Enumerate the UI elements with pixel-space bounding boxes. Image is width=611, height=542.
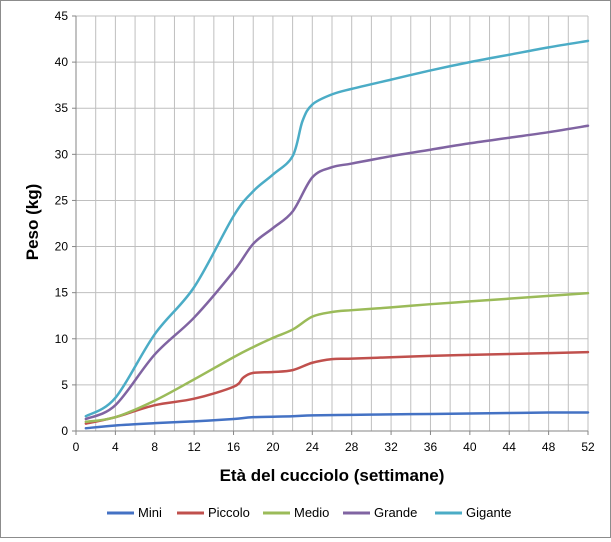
x-tick-label: 24 xyxy=(306,440,320,454)
y-tick-label: 35 xyxy=(55,101,69,115)
legend-label: Gigante xyxy=(466,505,512,520)
y-tick-label: 30 xyxy=(55,147,69,161)
series-lines xyxy=(84,39,590,430)
x-tick-labels: 0 4 8 12 16 20 24 28 32 36 40 44 48 52 xyxy=(73,440,595,454)
x-tick-label: 40 xyxy=(463,440,477,454)
x-tick-label: 12 xyxy=(187,440,201,454)
y-tick-label: 0 xyxy=(61,424,68,438)
legend-label: Grande xyxy=(374,505,417,520)
x-tick-label: 4 xyxy=(112,440,119,454)
series-line-piccolo xyxy=(84,350,590,425)
y-tick-label: 45 xyxy=(55,9,69,23)
series-line-grande xyxy=(84,124,590,421)
y-tick-label: 5 xyxy=(61,378,68,392)
x-tick-label: 48 xyxy=(542,440,556,454)
axes xyxy=(72,15,589,435)
y-tick-labels: 0 5 10 15 20 25 30 35 40 45 xyxy=(55,9,69,438)
legend-item-piccolo: Piccolo xyxy=(177,505,250,520)
x-tick-label: 28 xyxy=(345,440,359,454)
x-tick-label: 16 xyxy=(227,440,241,454)
x-tick-label: 36 xyxy=(424,440,438,454)
x-tick-label: 32 xyxy=(384,440,398,454)
series-line-medio xyxy=(84,291,590,424)
series-line-gigante xyxy=(84,39,590,418)
legend-item-grande: Grande xyxy=(343,505,417,520)
x-tick-label: 52 xyxy=(581,440,595,454)
x-tick-label: 0 xyxy=(73,440,80,454)
legend-label: Mini xyxy=(138,505,162,520)
y-axis-title: Peso (kg) xyxy=(23,184,42,261)
legend-item-mini: Mini xyxy=(107,505,162,520)
x-tick-label: 20 xyxy=(266,440,280,454)
series-line-mini xyxy=(84,411,590,430)
x-tick-label: 8 xyxy=(151,440,158,454)
x-tick-label: 44 xyxy=(503,440,517,454)
y-tick-label: 25 xyxy=(55,193,69,207)
y-tick-label: 40 xyxy=(55,55,69,69)
y-tick-label: 15 xyxy=(55,286,69,300)
grid xyxy=(76,15,589,431)
legend-item-gigante: Gigante xyxy=(435,505,512,520)
legend: Mini Piccolo Medio Grande Gigante xyxy=(107,505,512,520)
y-tick-label: 10 xyxy=(55,332,69,346)
legend-label: Piccolo xyxy=(208,505,250,520)
legend-item-medio: Medio xyxy=(263,505,329,520)
legend-label: Medio xyxy=(294,505,329,520)
x-axis-title: Età del cucciolo (settimane) xyxy=(220,466,445,485)
y-tick-label: 20 xyxy=(55,240,69,254)
